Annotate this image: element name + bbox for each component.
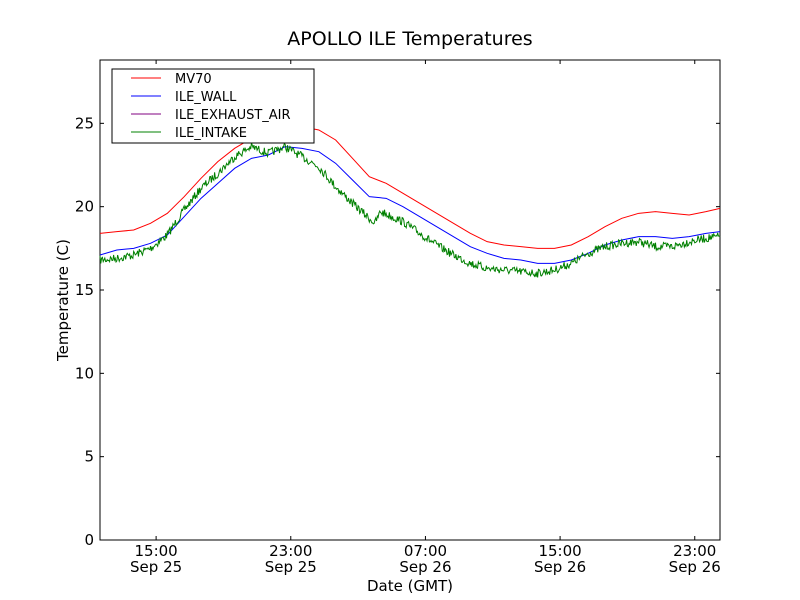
tick-layer [100,60,720,541]
x-tick-label-date: Sep 25 [265,558,317,576]
series-line-mv70 [99,126,721,249]
legend: MV70 ILE_WALL ILE_EXHAUST_AIR ILE_INTAKE [111,68,315,144]
legend-entries: MV70 ILE_WALL ILE_EXHAUST_AIR ILE_INTAKE [131,72,291,141]
legend-label-ile-wall: ILE_WALL [175,90,237,105]
y-tick-label: 5 [84,448,94,466]
y-tick-label: 25 [75,114,94,132]
y-axis-label: Temperature (C) [54,239,72,362]
y-tick-label: 15 [75,281,94,299]
x-tick-label-time: 15:00 [538,542,581,560]
x-tick-label-date: Sep 26 [534,558,586,576]
x-tick-label-time: 23:00 [673,542,716,560]
legend-box [111,68,315,144]
x-tick-label-time: 23:00 [269,542,312,560]
x-tick-label-time: 15:00 [134,542,177,560]
series-line-ile-intake [99,142,721,278]
series-layer [99,126,721,278]
legend-label-ile-exhaust-air: ILE_EXHAUST_AIR [175,108,291,123]
legend-label-ile-intake: ILE_INTAKE [175,126,247,141]
x-axis-label: Date (GMT) [367,577,453,595]
legend-label-mv70: MV70 [175,72,212,87]
y-tick-label: 0 [84,531,94,549]
x-tick-label-date: Sep 25 [130,558,182,576]
y-tick-label: 10 [75,364,94,382]
x-tick-label-time: 07:00 [404,542,447,560]
y-tick-label: 20 [75,198,94,216]
x-tick-label-date: Sep 26 [669,558,721,576]
chart-title: APOLLO ILE Temperatures [287,28,532,50]
x-tick-label-date: Sep 26 [399,558,451,576]
